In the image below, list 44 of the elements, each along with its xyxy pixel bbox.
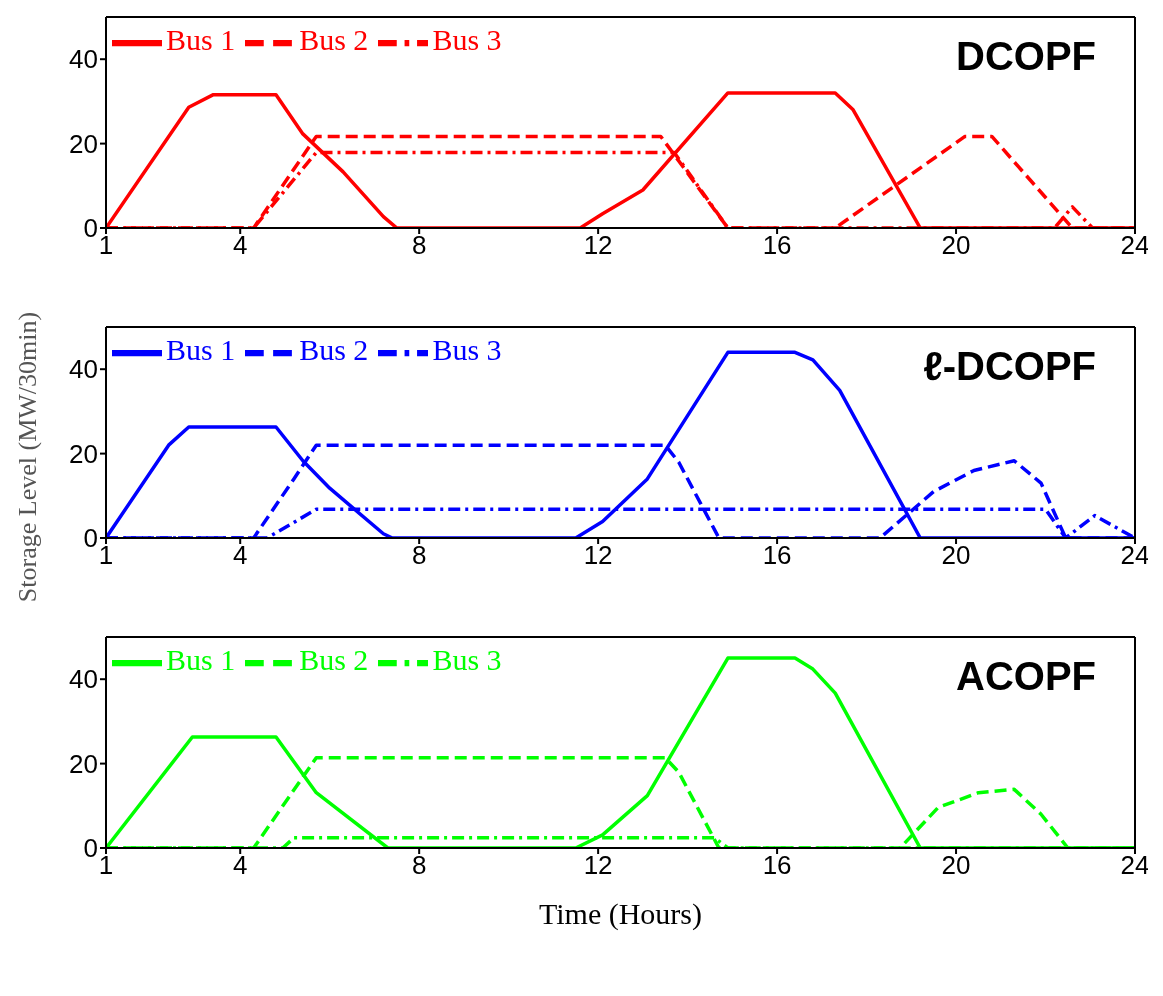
y-axis-title: Storage Level (MW/30min)	[13, 311, 43, 603]
legend-label: Bus 1	[166, 642, 236, 676]
x-tick-label: 20	[941, 540, 971, 571]
chart-title: DCOPF	[956, 34, 1096, 79]
legend-label: Bus 3	[432, 642, 502, 676]
x-tick-label: 1	[98, 850, 114, 881]
x-tick-label: 1	[98, 540, 114, 571]
x-tick-label: 24	[1120, 230, 1150, 261]
x-tick-label: 4	[232, 850, 248, 881]
x-tick-label: 16	[762, 540, 792, 571]
chart-title: ACOPF	[956, 654, 1096, 699]
x-tick-label: 24	[1120, 540, 1150, 571]
x-tick-label: 20	[941, 230, 971, 261]
x-tick-label: 12	[583, 540, 613, 571]
x-tick-label: 8	[411, 540, 427, 571]
x-tick-label: 8	[411, 230, 427, 261]
y-tick-label: 20	[69, 128, 98, 159]
y-tick-label: 40	[69, 354, 98, 385]
x-tick-label: 8	[411, 850, 427, 881]
legend-label: Bus 3	[432, 22, 502, 56]
x-tick-label: 16	[762, 850, 792, 881]
x-tick-label: 24	[1120, 850, 1150, 881]
legend-label: Bus 2	[299, 332, 369, 366]
x-tick-label: 12	[583, 230, 613, 261]
legend-label: Bus 3	[432, 332, 502, 366]
chart-title: ℓ-DCOPF	[923, 344, 1096, 389]
legend-label: Bus 1	[166, 332, 236, 366]
y-tick-label: 20	[69, 748, 98, 779]
x-tick-label: 4	[232, 540, 248, 571]
y-tick-label: 40	[69, 44, 98, 75]
y-tick-label: 0	[83, 523, 98, 554]
x-tick-label: 20	[941, 850, 971, 881]
x-tick-label: 16	[762, 230, 792, 261]
legend-label: Bus 1	[166, 22, 236, 56]
x-tick-label: 12	[583, 850, 613, 881]
y-tick-label: 0	[83, 833, 98, 864]
x-tick-label: 4	[232, 230, 248, 261]
y-tick-label: 20	[69, 438, 98, 469]
x-tick-label: 1	[98, 230, 114, 261]
legend-label: Bus 2	[299, 22, 369, 56]
x-axis-title: Time (Hours)	[538, 897, 703, 931]
y-tick-label: 0	[83, 213, 98, 244]
legend-label: Bus 2	[299, 642, 369, 676]
y-tick-label: 40	[69, 664, 98, 695]
